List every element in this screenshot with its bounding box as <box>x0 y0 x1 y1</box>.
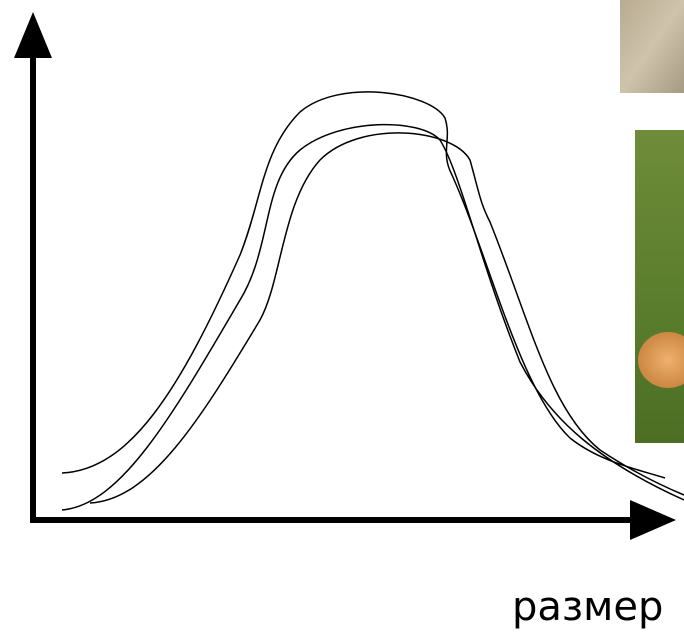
photo-object <box>638 332 684 388</box>
photo-sand <box>620 0 684 93</box>
photo-grass <box>635 130 684 443</box>
x-arrow <box>630 500 676 540</box>
axis-label: размер <box>512 584 663 630</box>
curve <box>61 123 684 511</box>
y-arrow <box>14 12 52 58</box>
curve <box>89 132 684 504</box>
curve <box>61 91 666 479</box>
